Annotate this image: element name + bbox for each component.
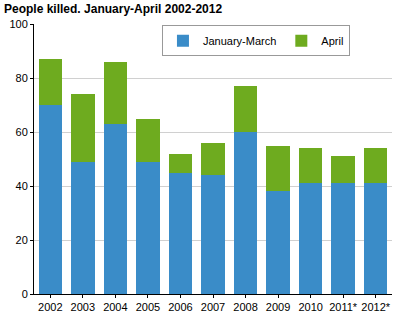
svg-text:2012*: 2012* — [361, 301, 390, 313]
svg-text:2009: 2009 — [266, 301, 290, 313]
svg-text:April: April — [321, 35, 343, 47]
svg-text:2005: 2005 — [136, 301, 160, 313]
svg-text:0: 0 — [22, 288, 28, 300]
svg-text:2002: 2002 — [38, 301, 62, 313]
svg-text:2006: 2006 — [168, 301, 192, 313]
svg-text:2010: 2010 — [298, 301, 322, 313]
svg-text:40: 40 — [16, 180, 28, 192]
svg-text:100: 100 — [9, 18, 27, 30]
svg-text:2004: 2004 — [103, 301, 127, 313]
svg-text:2003: 2003 — [71, 301, 95, 313]
svg-text:2007: 2007 — [201, 301, 225, 313]
svg-text:20: 20 — [16, 234, 28, 246]
svg-text:80: 80 — [16, 72, 28, 84]
svg-text:January-March: January-March — [203, 35, 276, 47]
svg-text:2011*: 2011* — [329, 301, 358, 313]
svg-text:60: 60 — [16, 126, 28, 138]
svg-text:2008: 2008 — [233, 301, 257, 313]
svg-text:People killed. January-April 2: People killed. January-April 2002-2012 — [4, 2, 222, 16]
